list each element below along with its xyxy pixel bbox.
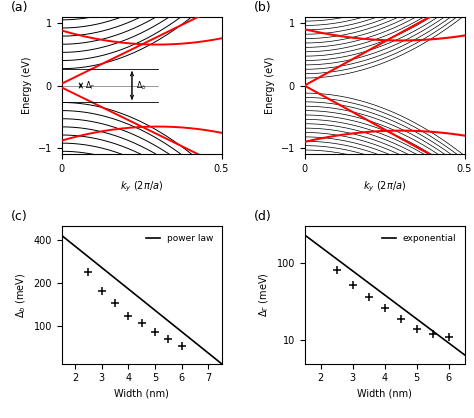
Text: (b): (b) (254, 1, 271, 14)
Y-axis label: Energy (eV): Energy (eV) (22, 57, 32, 114)
X-axis label: Width (nm): Width (nm) (357, 389, 412, 399)
Y-axis label: $\Delta_\Gamma$ (meV): $\Delta_\Gamma$ (meV) (257, 273, 271, 317)
Text: $\Delta_b$: $\Delta_b$ (136, 79, 146, 92)
Y-axis label: $\Delta_b$ (meV): $\Delta_b$ (meV) (14, 272, 28, 318)
Text: (a): (a) (10, 1, 28, 14)
Text: $\Delta_\Gamma$: $\Delta_\Gamma$ (85, 79, 95, 92)
Text: (d): (d) (254, 211, 271, 224)
Text: (c): (c) (10, 211, 27, 224)
Legend: power law: power law (143, 230, 217, 247)
Y-axis label: Energy (eV): Energy (eV) (265, 57, 275, 114)
Legend: exponential: exponential (378, 230, 460, 247)
X-axis label: $k_y\ (2\pi/a)$: $k_y\ (2\pi/a)$ (363, 180, 406, 194)
X-axis label: $k_y\ (2\pi/a)$: $k_y\ (2\pi/a)$ (120, 180, 163, 194)
X-axis label: Width (nm): Width (nm) (114, 389, 169, 399)
